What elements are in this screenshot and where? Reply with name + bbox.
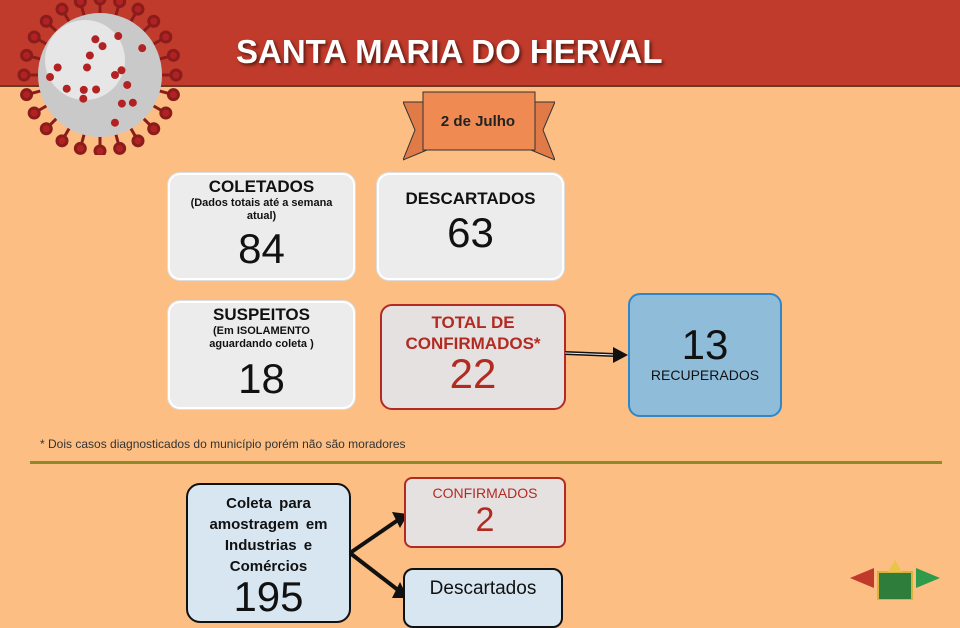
card-title: Coleta para amostragem em Industrias e C… (209, 495, 328, 575)
branch-arrows-icon (348, 512, 408, 598)
arrow-icon (565, 347, 628, 363)
card-title: Descartados (429, 578, 537, 599)
card-total-confirmados: TOTAL DE CONFIRMADOS* 22 (380, 304, 566, 410)
card-title: SUSPEITOS (213, 305, 310, 324)
card-subtitle: (Em ISOLAMENTO aguardando coleta ) (209, 325, 314, 350)
card-value: 13 (681, 321, 729, 368)
card-title: COLETADOS (208, 177, 315, 196)
card-title: TOTAL DE CONFIRMADOS* (405, 313, 541, 353)
page-title: SANTA MARIA DO HERVAL (236, 33, 663, 70)
card-value: 2 (475, 501, 495, 539)
municipal-coat-of-arms-logo (850, 560, 940, 600)
card-value: 18 (238, 355, 285, 402)
card-title: CONFIRMADOS (432, 485, 538, 501)
card-value: 195 (233, 573, 304, 620)
coronavirus-icon (17, 0, 183, 155)
date-label: 2 de Julho (440, 113, 516, 130)
card-title: RECUPERADOS (650, 367, 760, 383)
card-coletados: COLETADOS (Dados totais até a semana atu… (168, 173, 355, 280)
divider (30, 461, 942, 464)
card-coleta-industrias: Coleta para amostragem em Industrias e C… (186, 483, 351, 623)
card-subtitle: (Dados totais até a semana atual) (190, 197, 333, 222)
card-title: DESCARTADOS (405, 189, 536, 208)
card-descartados: DESCARTADOS 63 (377, 173, 564, 280)
card-value: 63 (447, 209, 494, 256)
footnote: * Dois casos diagnosticados do município… (40, 437, 406, 451)
card-recuperados: 13 RECUPERADOS (628, 293, 782, 417)
card-confirmados-industrias: CONFIRMADOS 2 (404, 477, 566, 548)
card-suspeitos: SUSPEITOS (Em ISOLAMENTO aguardando cole… (168, 301, 355, 409)
card-descartados-industrias: Descartados (403, 568, 563, 628)
card-value: 22 (449, 350, 497, 397)
date-ribbon (403, 91, 555, 161)
card-value: 84 (238, 225, 285, 272)
